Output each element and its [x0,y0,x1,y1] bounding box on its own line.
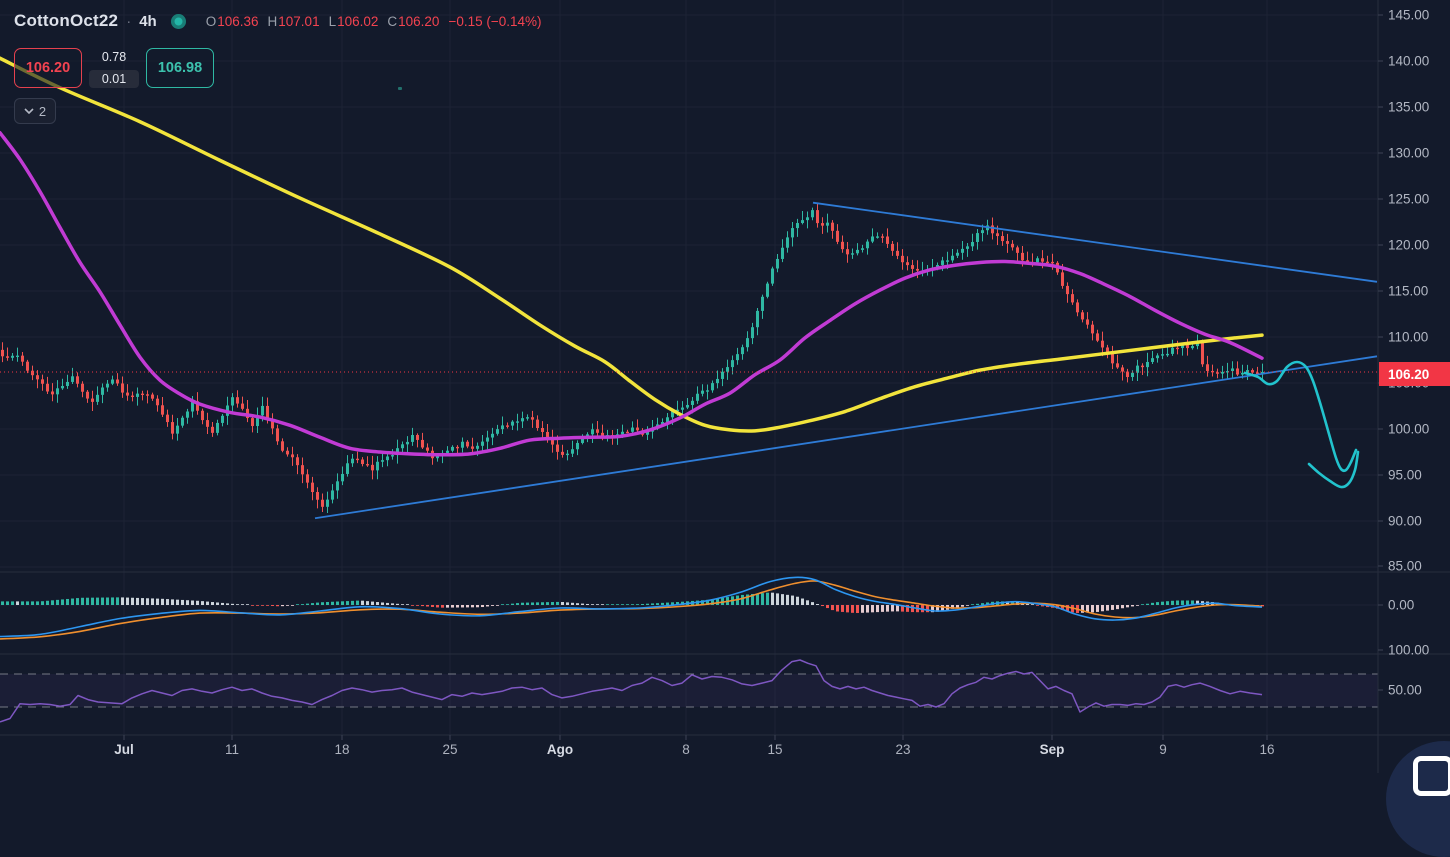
close-label: C [387,13,398,29]
price-axis-label: 120.00 [1388,237,1430,253]
time-axis-label: Sep [1039,742,1065,757]
legend-separator: · [126,12,132,30]
market-status-icon[interactable] [170,13,186,29]
high-value: 107.01 [278,13,320,29]
symbol-title[interactable]: CottonOct22 [14,11,119,30]
rsi-pane [0,659,1378,723]
spread-range-value: 0.78 [101,50,127,64]
macd-axis-label: 0.00 [1388,597,1415,613]
projection-drawing [1243,360,1360,489]
grid-lines [0,0,1378,735]
price-axis-label: 140.00 [1388,53,1430,69]
rsi-axis-label: 100.00 [1388,642,1430,658]
last-price-badge: 106.20 [1379,362,1450,386]
change-value: −0.15 (−0.14%) [448,13,542,29]
chart-canvas[interactable] [0,0,1450,773]
indicators-collapse-button[interactable]: 2 [14,98,56,124]
spread-value: 0.01 [89,70,139,88]
time-axis-label: Jul [114,742,134,757]
price-axis-label: 90.00 [1388,513,1422,529]
price-axis-label: 100.00 [1388,421,1430,437]
low-value: 106.02 [337,13,379,29]
time-axis-label: 25 [442,742,458,757]
rsi-axis-label: 50.00 [1388,682,1422,698]
symbol-legend: CottonOct22 · 4h O 106.36 H 107.01 L 106.02… [14,11,542,31]
low-label: L [328,13,337,29]
time-axis-label: 9 [1159,742,1167,757]
high-label: H [267,13,278,29]
time-axis-label: 15 [767,742,783,757]
chevron-down-icon [24,108,34,114]
moving-averages [0,56,1264,457]
price-axis-label: 135.00 [1388,99,1430,115]
price-axis-label: 125.00 [1388,191,1430,207]
price-axis-label: 130.00 [1388,145,1430,161]
open-value: 106.36 [217,13,259,29]
trendline-ascending-support [314,355,1378,520]
open-label: O [205,13,217,29]
sell-price-button[interactable]: 106.20 [14,48,82,88]
indicators-count: 2 [38,103,47,119]
timeframe-label[interactable]: 4h [139,12,157,30]
price-axis-label: 145.00 [1388,7,1430,23]
price-axis-label: 95.00 [1388,467,1422,483]
trendlines [314,201,1378,520]
spread-column: 0.78 0.01 [89,48,139,88]
time-axis-label: 16 [1259,742,1275,757]
time-axis-label: Ago [546,742,574,757]
macd-lines [0,576,1263,640]
ohlc-readout: O 106.36 H 107.01 L 106.02 C 106.20 −0.15 (−… [206,14,542,29]
square-icon [1413,756,1450,796]
price-axis-label: 85.00 [1388,558,1422,574]
time-axis-label: 8 [682,742,690,757]
stray-dot-artifact [398,87,402,90]
trendline-descending-resistance [812,201,1378,283]
pane-dividers [0,0,1450,773]
time-axis-label: 18 [334,742,350,757]
price-axis-label: 115.00 [1388,283,1429,299]
time-axis-label: 23 [895,742,911,757]
close-value: 106.20 [398,13,440,29]
time-axis-label: 11 [224,742,240,757]
buy-price-button[interactable]: 106.98 [146,48,214,88]
price-axis-label: 110.00 [1388,329,1429,345]
trade-buttons: 106.20 0.78 0.01 106.98 [14,48,214,88]
